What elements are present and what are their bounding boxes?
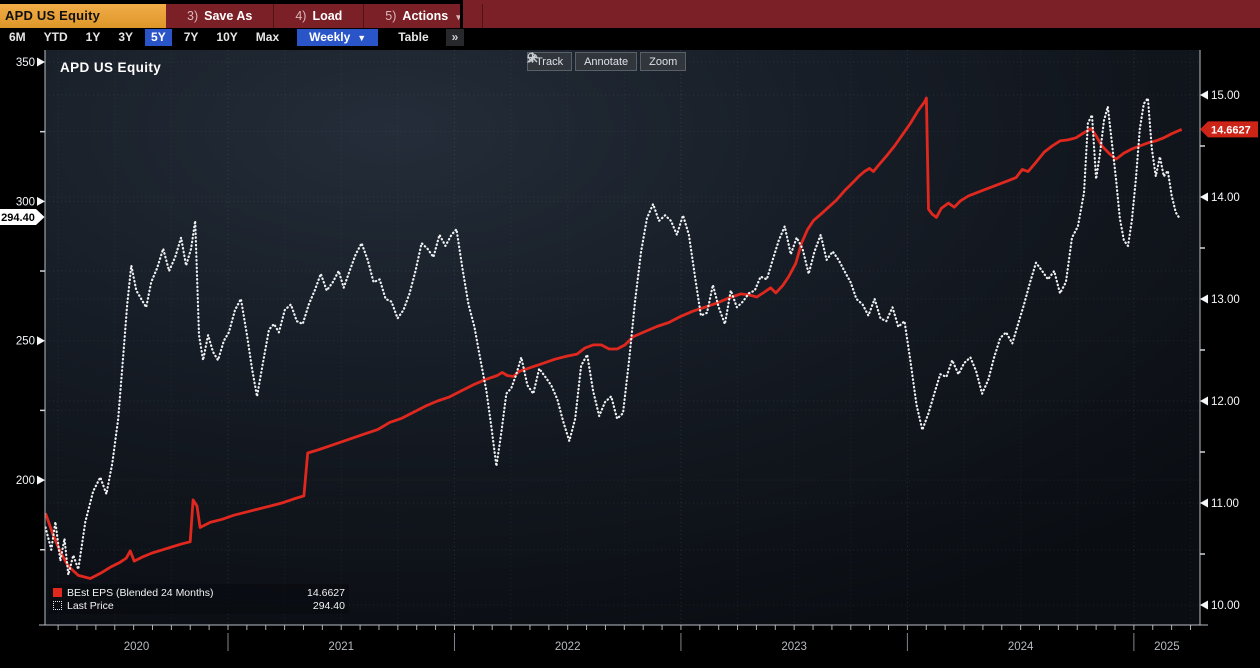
year-label: 2021 <box>328 641 354 653</box>
zoom-button[interactable]: Zoom <box>527 52 687 71</box>
year-separators <box>227 633 1135 651</box>
period-label: Weekly <box>309 30 351 44</box>
range-tab-1y[interactable]: 1Y <box>85 30 101 44</box>
year-label: 2023 <box>781 641 807 653</box>
last-price-badge: 294.40 <box>0 208 45 225</box>
command-bar-divider <box>460 0 463 28</box>
range-tab-max[interactable]: Max <box>255 30 280 44</box>
legend-price-label: Last Price <box>67 599 114 612</box>
range-tab-6m[interactable]: 6M <box>9 30 26 44</box>
year-label: 2025 <box>1154 641 1180 653</box>
range-tab-5y[interactable]: 5Y <box>145 29 172 46</box>
chart-toolbar: Track Annotate Zoom <box>527 52 687 71</box>
save-as-shortcut: 3) <box>187 9 199 23</box>
legend-item-last-price[interactable]: Last Price 294.40 <box>53 599 345 612</box>
left-axis-label: 350 <box>16 57 35 69</box>
track-label: Track <box>536 55 564 68</box>
actions-label: Actions <box>402 9 449 23</box>
dotted-box-swatch-icon <box>53 601 62 610</box>
load-label: Load <box>312 9 343 23</box>
chart-region: 2020 2021 2022 2023 2024 2025 200 250 300 350 10.0… <box>0 47 1260 668</box>
period-dropdown[interactable]: Weekly ▼ <box>297 29 379 46</box>
gridlines <box>45 50 1200 625</box>
red-square-swatch-icon <box>53 588 62 597</box>
range-tab-10y[interactable]: 10Y <box>216 30 238 44</box>
right-axis-label: 11.00 <box>1211 498 1239 510</box>
load-button[interactable]: 4) Load <box>274 4 365 28</box>
save-as-button[interactable]: 3) Save As <box>166 4 275 28</box>
year-label: 2024 <box>1008 641 1034 653</box>
price-series-line[interactable] <box>44 97 1180 576</box>
table-tab[interactable]: Table <box>398 30 429 44</box>
annotate-button[interactable]: Annotate <box>527 52 638 71</box>
svg-text:294.40: 294.40 <box>1 212 35 224</box>
legend-price-value: 294.40 <box>312 599 345 612</box>
command-bar-notch <box>0 0 461 4</box>
range-tab-7y[interactable]: 7Y <box>183 30 199 44</box>
range-tab-ytd[interactable]: YTD <box>43 30 68 44</box>
chart-legend: BEst EPS (Blended 24 Months) 14.6627 Las… <box>49 584 349 614</box>
actions-shortcut: 5) <box>385 9 397 23</box>
command-bar-buttons: 3) Save As 4) Load 5) Actions ▾ <box>166 4 483 28</box>
left-axis-label: 300 <box>16 196 35 208</box>
range-tab-3y[interactable]: 3Y <box>118 30 134 44</box>
actions-menu-button[interactable]: 5) Actions ▾ <box>364 4 483 28</box>
eps-series-line[interactable] <box>44 96 1183 580</box>
legend-eps-value: 14.6627 <box>307 586 345 599</box>
right-axis-label: 14.00 <box>1211 192 1240 204</box>
svg-text:14.6627: 14.6627 <box>1211 124 1251 136</box>
year-label: 2022 <box>555 641 581 653</box>
year-labels: 2020 2021 2022 2023 2024 2025 <box>124 641 1180 653</box>
caret-down-icon: ▼ <box>357 33 367 43</box>
left-axis-label: 200 <box>16 475 35 487</box>
eps-value-badge: 14.6627 <box>1200 121 1258 138</box>
legend-item-eps[interactable]: BEst EPS (Blended 24 Months) 14.6627 <box>53 586 345 599</box>
save-as-label: Save As <box>204 9 253 23</box>
right-axis-label: 12.00 <box>1211 396 1240 408</box>
caret-down-icon: ▾ <box>456 12 461 22</box>
zoom-icon <box>527 52 538 63</box>
load-shortcut: 4) <box>295 9 307 23</box>
left-axis[interactable]: 200 250 300 350 <box>16 57 45 551</box>
zoom-label: Zoom <box>649 55 678 68</box>
right-axis-label: 10.00 <box>1211 600 1240 612</box>
left-axis-label: 250 <box>16 336 35 348</box>
plot-area[interactable] <box>45 50 1200 625</box>
annotate-icon <box>527 54 538 63</box>
right-axis-label: 13.00 <box>1211 294 1240 306</box>
right-axis[interactable]: 10.00 11.00 12.00 13.00 14.00 15.00 <box>1200 90 1240 612</box>
price-chart-canvas[interactable]: 2020 2021 2022 2023 2024 2025 200 250 300 350 10.0… <box>0 47 1260 668</box>
month-ticks <box>57 625 1191 630</box>
year-label: 2020 <box>124 641 150 653</box>
ticker-field[interactable]: APD US Equity <box>0 4 166 28</box>
chart-title: APD US Equity <box>60 60 162 75</box>
right-axis-label: 15.00 <box>1211 90 1240 102</box>
annotate-label: Annotate <box>584 55 629 68</box>
range-tabbar: 6M YTD 1Y 3Y 5Y 7Y 10Y Max Weekly ▼ Table… <box>0 28 1260 47</box>
more-tabs-button[interactable]: » <box>445 29 465 46</box>
legend-eps-label: BEst EPS (Blended 24 Months) <box>67 586 214 599</box>
command-bar: APD US Equity 3) Save As 4) Load 5) Actions… <box>0 0 1260 28</box>
